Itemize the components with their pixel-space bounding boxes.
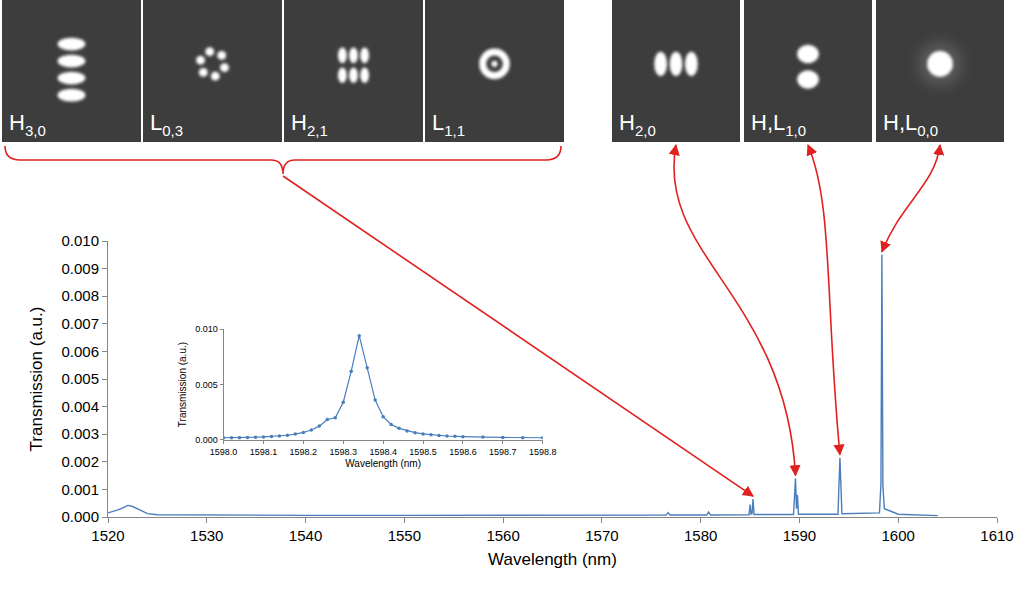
svg-text:1598.7: 1598.7 (489, 447, 517, 457)
svg-text:Transmission (a.u.): Transmission (a.u.) (177, 342, 188, 427)
svg-text:0.000: 0.000 (61, 508, 99, 525)
svg-text:H,L0,0: H,L0,0 (883, 110, 938, 139)
svg-text:1520: 1520 (91, 527, 124, 544)
svg-text:1598.8: 1598.8 (529, 447, 557, 457)
svg-text:0.003: 0.003 (61, 425, 99, 442)
svg-text:0.007: 0.007 (61, 315, 99, 332)
svg-text:1540: 1540 (289, 527, 322, 544)
svg-text:1530: 1530 (190, 527, 223, 544)
svg-text:1560: 1560 (486, 527, 519, 544)
svg-text:1598.2: 1598.2 (290, 447, 318, 457)
svg-text:1598.0: 1598.0 (210, 447, 238, 457)
svg-text:H2,1: H2,1 (291, 110, 328, 139)
svg-text:1550: 1550 (388, 527, 421, 544)
svg-text:0.001: 0.001 (61, 481, 99, 498)
svg-text:1598.5: 1598.5 (409, 447, 437, 457)
svg-text:Wavelength (nm): Wavelength (nm) (345, 458, 421, 469)
svg-text:0.010: 0.010 (195, 324, 218, 334)
svg-text:0.005: 0.005 (195, 380, 218, 390)
svg-text:0.004: 0.004 (61, 398, 99, 415)
svg-text:1590: 1590 (783, 527, 816, 544)
svg-text:L1,1: L1,1 (432, 110, 465, 139)
svg-text:1598.3: 1598.3 (329, 447, 357, 457)
svg-text:1598.4: 1598.4 (369, 447, 397, 457)
svg-text:1580: 1580 (684, 527, 717, 544)
svg-text:H2,0: H2,0 (619, 110, 656, 139)
svg-text:H,L1,0: H,L1,0 (751, 110, 806, 139)
svg-text:0.000: 0.000 (195, 435, 218, 445)
svg-text:1600: 1600 (882, 527, 915, 544)
svg-text:L0,3: L0,3 (150, 110, 183, 139)
svg-text:1598.6: 1598.6 (449, 447, 477, 457)
svg-text:0.010: 0.010 (61, 232, 99, 249)
svg-text:1570: 1570 (585, 527, 618, 544)
svg-text:1610: 1610 (980, 527, 1013, 544)
svg-text:Transmission (a.u.): Transmission (a.u.) (27, 307, 46, 452)
svg-text:0.006: 0.006 (61, 343, 99, 360)
svg-text:1598.1: 1598.1 (250, 447, 278, 457)
svg-text:0.008: 0.008 (61, 287, 99, 304)
svg-text:0.009: 0.009 (61, 260, 99, 277)
svg-text:Wavelength (nm): Wavelength (nm) (488, 550, 617, 569)
svg-text:0.005: 0.005 (61, 370, 99, 387)
svg-text:H3,0: H3,0 (9, 110, 46, 139)
svg-text:0.002: 0.002 (61, 453, 99, 470)
